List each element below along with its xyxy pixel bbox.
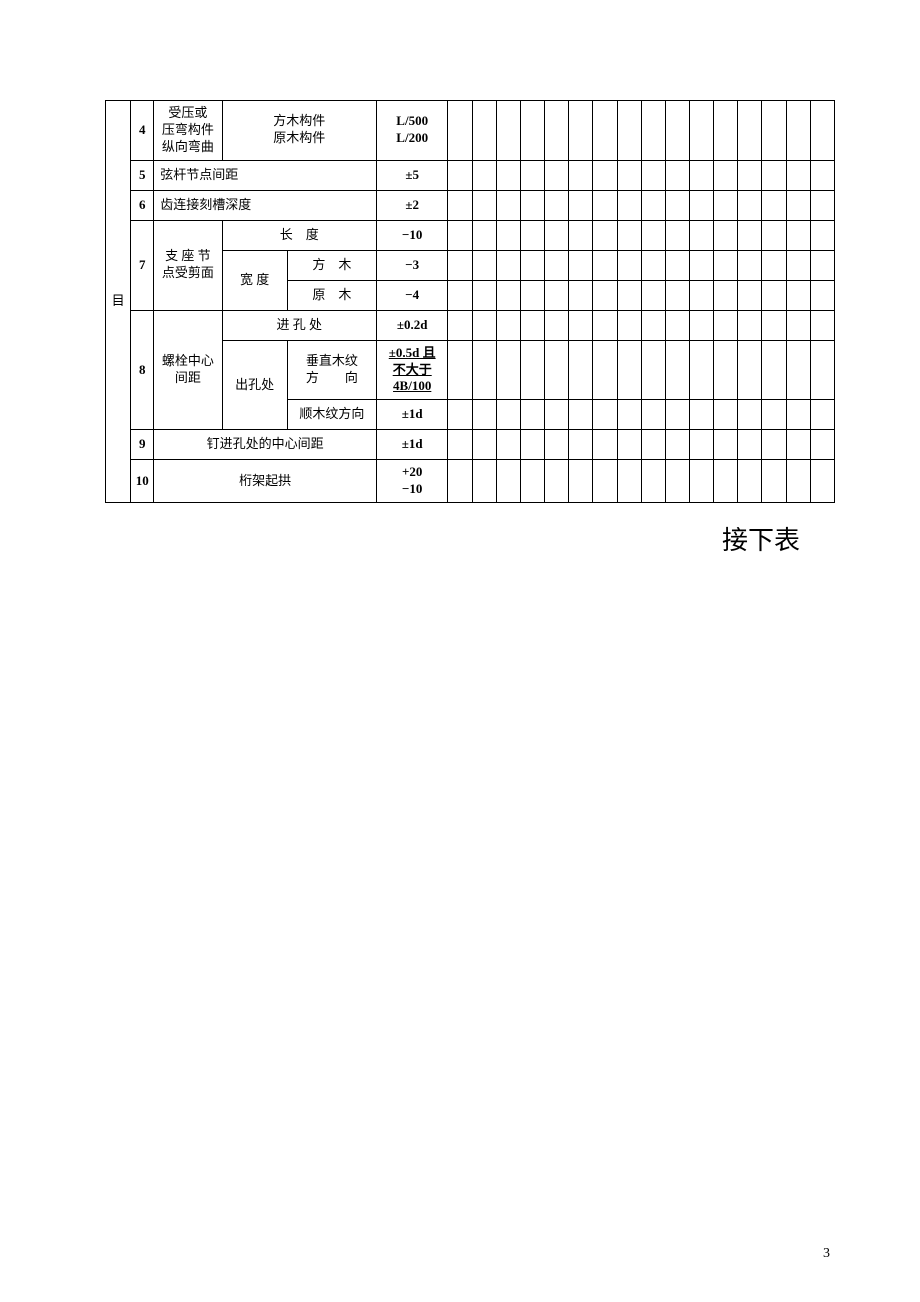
row8-jin: 进 孔 处 <box>222 310 376 340</box>
page-number: 3 <box>823 1246 830 1262</box>
row8-perp-val: ±0.5d 且 不大于 4B/100 <box>376 340 447 400</box>
row8-perp: 垂直木纹 方 向 <box>287 340 376 400</box>
row8-chu: 出孔处 <box>222 340 287 430</box>
spec-table: 目 4 受压或 压弯构件 纵向弯曲 方木构件 原木构件 L/500 L/200 … <box>105 100 835 503</box>
row7-num: 7 <box>131 220 154 310</box>
row4-sub: 方木构件 原木构件 <box>222 101 376 161</box>
row7-yuan-val: −4 <box>376 280 447 310</box>
row9-val: ±1d <box>376 430 447 460</box>
row10-val: +20 −10 <box>376 460 447 503</box>
row10-label: 桁架起拱 <box>154 460 377 503</box>
row9-label: 钉进孔处的中心间距 <box>154 430 377 460</box>
row8-shun: 顺木纹方向 <box>287 400 376 430</box>
row7-label: 支 座 节 点受剪面 <box>154 220 222 310</box>
row7-len-val: −10 <box>376 220 447 250</box>
row10-num: 10 <box>131 460 154 503</box>
row6-label: 齿连接刻槽深度 <box>154 190 377 220</box>
continuation-note: 接下表 <box>722 520 800 557</box>
row7-fang-val: −3 <box>376 250 447 280</box>
row7-fang: 方 木 <box>287 250 376 280</box>
row7-len: 长 度 <box>222 220 376 250</box>
row8-shun-val: ±1d <box>376 400 447 430</box>
row6-num: 6 <box>131 190 154 220</box>
row5-val: ±5 <box>376 160 447 190</box>
row4-label: 受压或 压弯构件 纵向弯曲 <box>154 101 222 161</box>
row7-yuan: 原 木 <box>287 280 376 310</box>
row9-num: 9 <box>131 430 154 460</box>
left-header: 目 <box>106 101 131 503</box>
row4-num: 4 <box>131 101 154 161</box>
row8-num: 8 <box>131 310 154 430</box>
row8-jin-val: ±0.2d <box>376 310 447 340</box>
row8-label: 螺栓中心 间距 <box>154 310 222 430</box>
row5-label: 弦杆节点间距 <box>154 160 377 190</box>
row4-val: L/500 L/200 <box>376 101 447 161</box>
row5-num: 5 <box>131 160 154 190</box>
row6-val: ±2 <box>376 190 447 220</box>
row7-width: 宽 度 <box>222 250 287 310</box>
